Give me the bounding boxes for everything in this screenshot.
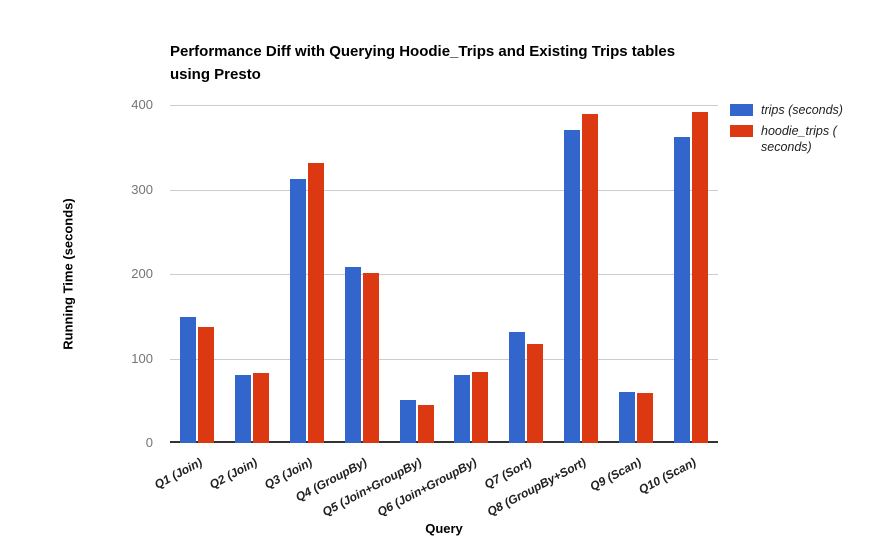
chart-title-line2: using Presto — [170, 66, 261, 83]
x-tick-label-q6: Q6 (Join+GroupBy) — [374, 455, 479, 520]
y-tick-label-100: 100 — [131, 350, 153, 366]
hoodie-trips-series-label: hoodie_trips ( seconds) — [761, 124, 837, 154]
y-axis-title: Running Time (seconds) — [60, 198, 76, 350]
plot-area — [170, 105, 718, 443]
chart-title: Performance Diff with Querying Hoodie_Tr… — [170, 40, 750, 86]
legend-item-trips: trips (seconds) — [730, 102, 880, 118]
y-tick-label-0: 0 — [145, 435, 153, 450]
x-tick-label-q2: Q2 (Join) — [207, 455, 260, 492]
hoodie-trips-series-swatch — [730, 125, 753, 137]
x-tick-label-q7: Q7 (Sort) — [481, 455, 534, 492]
legend: trips (seconds) hoodie_trips ( seconds) — [730, 102, 880, 155]
x-tick-label-q5: Q5 (Join+GroupBy) — [320, 455, 425, 520]
gridline-200 — [170, 274, 718, 275]
y-tick-label-300: 300 — [131, 181, 153, 197]
x-tick-label-q9: Q9 (Scan) — [587, 455, 644, 494]
gridline-400 — [170, 105, 718, 106]
x-tick-label-q4: Q4 (GroupBy) — [293, 455, 370, 505]
x-tick-label-q10: Q10 (Scan) — [636, 455, 699, 497]
chart-title-line1: Performance Diff with Querying Hoodie_Tr… — [170, 43, 676, 60]
y-tick-label-400: 400 — [131, 97, 153, 112]
x-tick-label-q1: Q1 (Join) — [152, 455, 205, 492]
gridline-100 — [170, 358, 718, 360]
x-tick-label-q8: Q8 (GroupBy+Sort) — [485, 455, 589, 519]
trips-series-swatch — [730, 104, 753, 116]
legend-item-hoodie-trips: hoodie_trips ( seconds) — [730, 123, 880, 155]
gridline-300 — [170, 189, 718, 191]
trips-series-label: trips (seconds) — [761, 103, 843, 117]
x-tick-label-q3: Q3 (Join) — [262, 455, 315, 492]
x-axis-title: Query — [425, 521, 463, 536]
